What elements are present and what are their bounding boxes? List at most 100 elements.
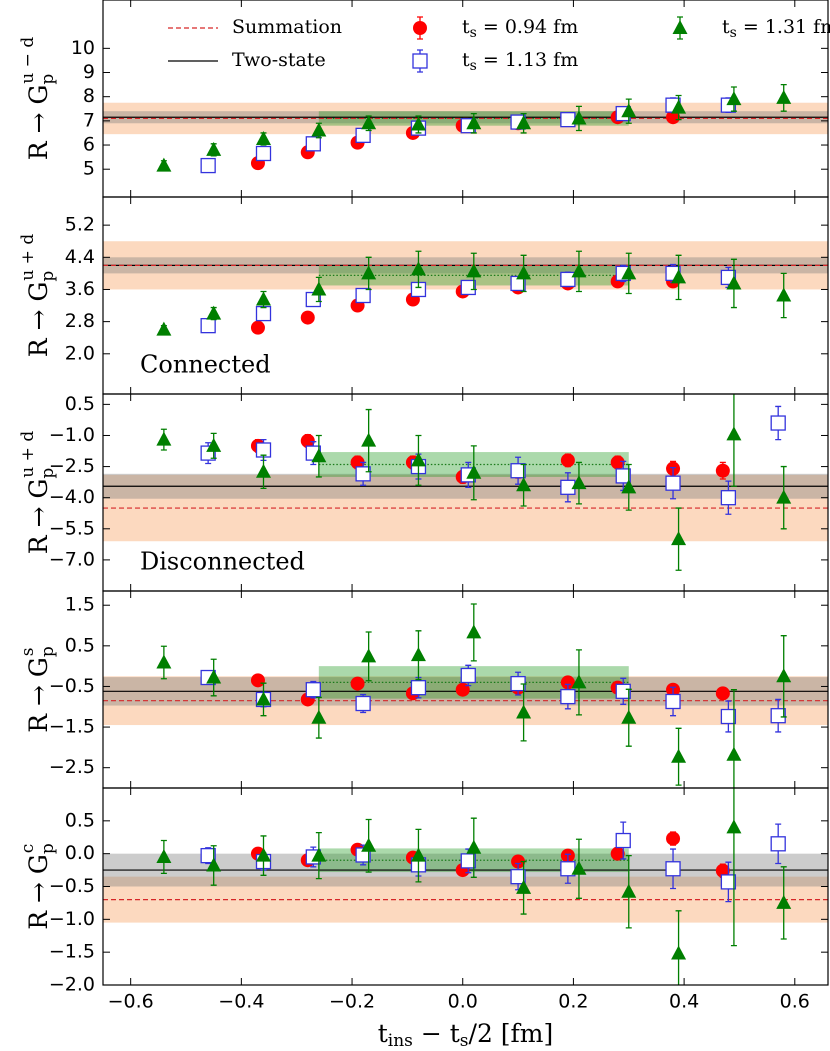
point (776, 668, 792, 683)
point (156, 431, 172, 446)
y-tick-label: 6 (83, 134, 95, 156)
y-label-sup: s (18, 648, 38, 657)
point (510, 869, 526, 885)
y-label-sub: p (38, 646, 58, 657)
x-label-sub: ins (388, 1031, 413, 1051)
x-label-part: t (378, 1019, 388, 1048)
legend-label: ts = 1.31 fm (722, 16, 830, 41)
point (621, 479, 637, 494)
point (726, 819, 742, 834)
x-label-part: /2 [fm] (469, 1019, 554, 1048)
point (200, 847, 216, 864)
y-tick-label: −1.5 (49, 716, 95, 738)
point (621, 883, 637, 898)
point (560, 688, 576, 705)
point (560, 271, 576, 288)
point (516, 879, 532, 894)
y-tick-label: 2.8 (65, 310, 95, 332)
point (255, 691, 271, 706)
point (715, 863, 730, 878)
y-tick-label: 1.5 (65, 594, 95, 616)
point (156, 654, 172, 669)
point (350, 455, 365, 470)
point (671, 945, 687, 960)
point (571, 475, 587, 490)
point (615, 468, 631, 484)
point (720, 490, 737, 506)
point (776, 89, 792, 104)
point (305, 136, 321, 152)
point (615, 683, 631, 699)
point (615, 832, 631, 849)
point (355, 287, 371, 304)
point (311, 448, 327, 463)
point (410, 261, 426, 276)
point (255, 847, 271, 862)
panel (103, 788, 828, 985)
legend-marker (412, 53, 428, 69)
point (560, 453, 575, 468)
point (206, 305, 222, 320)
point (206, 437, 222, 452)
y-tick-label: 5.2 (65, 214, 95, 236)
y-tick-label: −1.0 (49, 908, 95, 930)
point (776, 489, 792, 504)
y-tick-label: −0.5 (49, 675, 95, 697)
legend-label: ts = 1.13 fm (462, 49, 578, 74)
point (410, 847, 426, 862)
point (255, 305, 272, 322)
point (460, 853, 476, 869)
point (311, 122, 327, 137)
point (770, 836, 786, 852)
annotation: Disconnected (140, 548, 305, 576)
x-tick-label: 0.0 (448, 991, 478, 1013)
point (300, 433, 315, 448)
point (776, 894, 792, 909)
point (621, 265, 637, 280)
point (715, 463, 730, 478)
point (516, 115, 532, 130)
y-tick-label: 3.6 (65, 278, 95, 300)
y-label-main: R → G (24, 85, 53, 161)
y-label-main: R → G (24, 854, 53, 930)
point (460, 667, 476, 684)
panel (103, 394, 828, 571)
y-label-main: R → G (24, 479, 53, 555)
point (665, 475, 681, 491)
point (770, 708, 786, 724)
point (206, 669, 222, 684)
y-label-sup: u − d (18, 37, 38, 84)
x-axis-label: tins − ts/2 [fm] (378, 1019, 554, 1051)
point (466, 839, 482, 854)
point (355, 466, 371, 482)
point (311, 709, 327, 724)
point (671, 531, 687, 546)
y-label-main: R → G (24, 282, 53, 358)
y-axis-label: R → Gpu + d (18, 234, 58, 358)
x-tick-label: 0.2 (558, 991, 588, 1013)
y-tick-label: −4.0 (49, 486, 95, 508)
point (255, 130, 271, 145)
x-label-sub: s (460, 1031, 469, 1051)
legend-marker (413, 21, 427, 35)
y-tick-label: −1.0 (49, 424, 95, 446)
legend-label: Summation (232, 16, 342, 38)
frame (102, 787, 829, 986)
point (571, 860, 587, 875)
point (361, 648, 377, 663)
point (305, 682, 321, 698)
point (255, 463, 271, 478)
point (511, 854, 526, 869)
panel (103, 83, 828, 174)
y-axis-label: R → Gpc (18, 843, 58, 930)
x-tick-label: −0.2 (329, 991, 375, 1013)
y-label-sub: p (38, 468, 58, 479)
y-tick-label: −2.0 (49, 974, 95, 996)
y-tick-label: −5.5 (49, 517, 95, 539)
point (516, 704, 532, 719)
y-tick-label: −2.5 (49, 455, 95, 477)
point (666, 831, 681, 846)
point (671, 269, 687, 284)
y-tick-label: 10 (71, 37, 95, 59)
point (621, 709, 637, 724)
